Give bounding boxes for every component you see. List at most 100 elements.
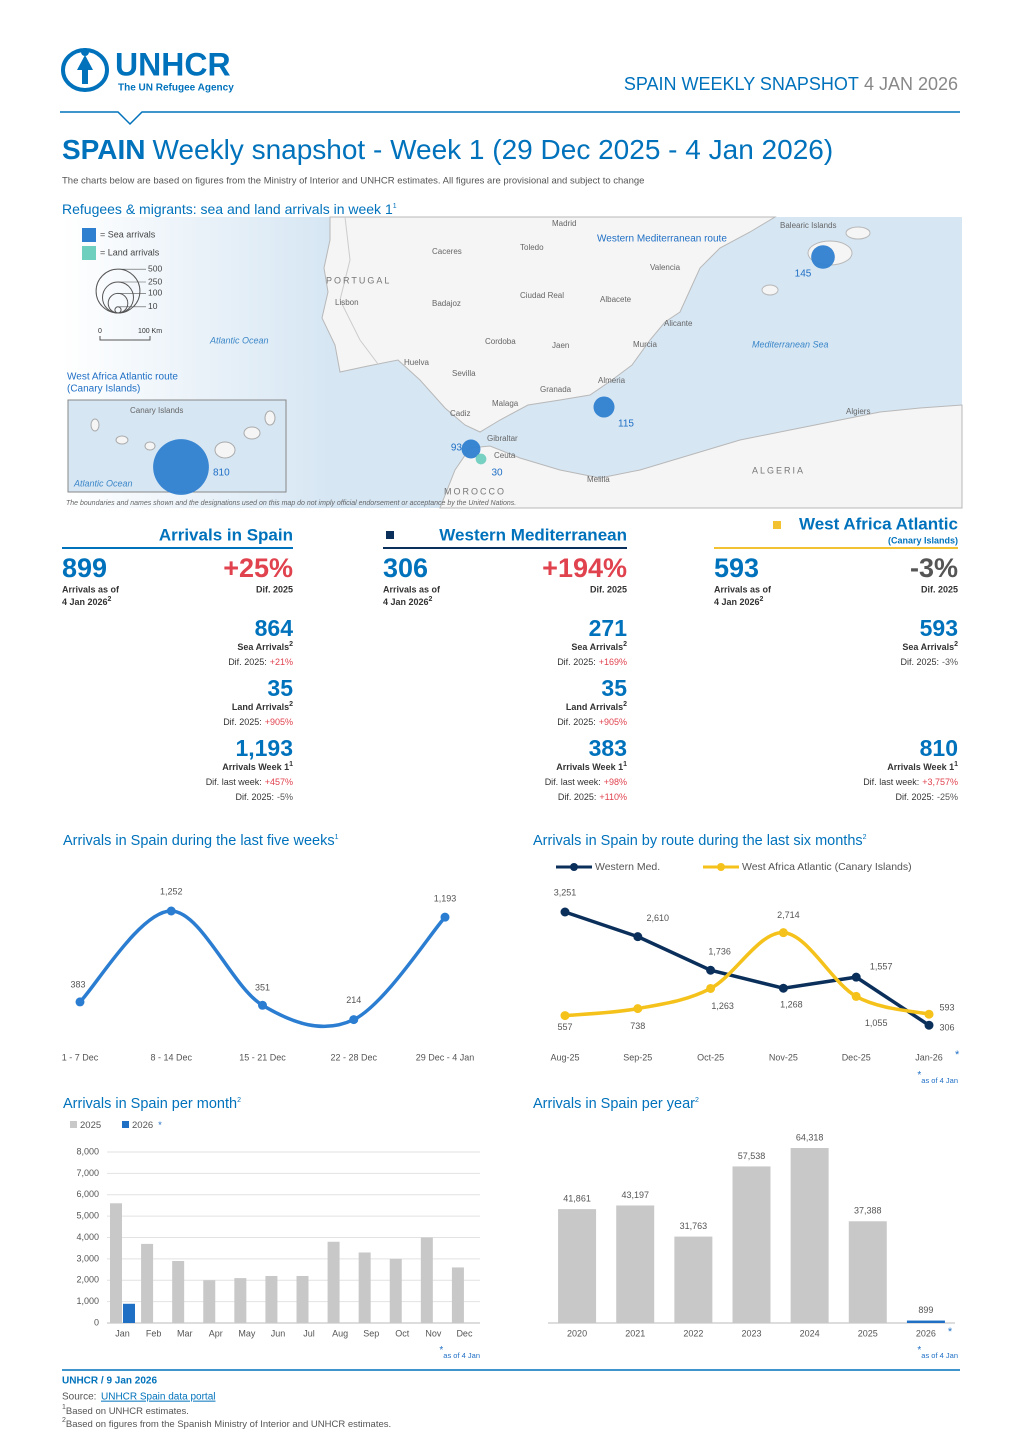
bar <box>110 1203 122 1323</box>
item-diff: Dif. 2025: +905% <box>557 717 627 727</box>
main-diff-label: Dif. 2025 <box>921 584 958 594</box>
y-tick-label: 5,000 <box>76 1211 99 1221</box>
x-tick-label: 22 - 28 Dec <box>330 1052 377 1062</box>
item-diff: Dif. last week: +98% <box>545 777 627 787</box>
place-label: Lisbon <box>335 298 359 307</box>
bar <box>732 1166 771 1323</box>
chart-title-text: Arrivals in Spain per year <box>533 1096 695 1112</box>
x-tick-label: Oct <box>395 1328 410 1338</box>
place-label: Melilla <box>587 475 610 484</box>
source-link[interactable]: UNHCR Spain data portal <box>101 1392 216 1403</box>
footnote-marker: 2 <box>623 701 627 708</box>
footnote-marker: 1 <box>954 761 958 768</box>
item-value: 1,193 <box>235 735 293 761</box>
x-tick-label: Jul <box>303 1328 315 1338</box>
arrival-bubble <box>475 453 487 465</box>
y-tick-label: 3,000 <box>76 1253 99 1263</box>
footnote-marker: 1 <box>623 761 627 768</box>
data-label: 1,263 <box>711 1001 734 1011</box>
size-legend-label: 250 <box>148 276 162 286</box>
bar <box>420 1237 433 1323</box>
item-label-text: Arrivals Week 1 <box>556 762 623 772</box>
item-diff-label: Dif. last week: <box>545 777 601 787</box>
footnote-marker: 2 <box>108 596 112 603</box>
item-label-text: Sea Arrivals <box>902 642 954 652</box>
bubble-label: 93 <box>451 443 463 454</box>
bar <box>790 1148 829 1323</box>
data-point <box>258 1000 267 1010</box>
footnote: 1Based on UNHCR estimates. <box>62 1404 189 1416</box>
arrival-bubble <box>153 439 209 495</box>
main-date-text: 4 Jan 2026 <box>62 597 108 607</box>
x-tick-label: 1 - 7 Dec <box>62 1052 99 1062</box>
place-label: Algiers <box>846 407 870 416</box>
place-label: Atlantic Ocean <box>209 335 269 345</box>
item-label-text: Land Arrivals <box>566 702 623 712</box>
data-label: 214 <box>346 995 361 1005</box>
main-value: 899 <box>62 553 107 583</box>
place-label: Atlantic Ocean <box>73 478 133 488</box>
intro: The charts below are based on figures fr… <box>62 176 644 187</box>
item-value: 383 <box>589 735 627 761</box>
data-point <box>924 1020 934 1030</box>
data-label: 306 <box>939 1023 954 1033</box>
place-label: Huelva <box>404 358 429 367</box>
item-diff: Dif. 2025: +905% <box>223 717 293 727</box>
main-label: Arrivals as of <box>383 584 441 594</box>
item-label-text: Land Arrivals <box>232 702 289 712</box>
main-label: Arrivals as of <box>714 584 772 594</box>
title-text: Weekly snapshot - Week 1 (29 Dec 2025 - … <box>153 134 834 165</box>
place-label: Balearic Islands <box>780 221 836 230</box>
item-diff-value: +98% <box>604 777 627 787</box>
bubble-label: 30 <box>491 468 503 479</box>
x-tick-label: Sep <box>363 1328 379 1338</box>
x-tick-label: Apr <box>209 1328 223 1338</box>
arrival-bubble <box>461 439 481 459</box>
legend-label: 2025 <box>80 1120 101 1131</box>
series-line <box>564 930 930 1018</box>
bar <box>906 1320 945 1323</box>
data-point <box>778 928 788 938</box>
item-value: 593 <box>920 615 958 641</box>
x-tick-label: 2026 <box>916 1328 936 1338</box>
legend-name: 2026 <box>132 1120 153 1131</box>
bar <box>616 1205 655 1323</box>
x-tick-label: 2021 <box>625 1328 645 1338</box>
data-point <box>706 983 716 993</box>
item-label: Sea Arrivals2 <box>237 641 293 652</box>
data-label: 1,252 <box>160 886 183 896</box>
item-label-text: Sea Arrivals <box>571 642 623 652</box>
place-label: Murcia <box>633 340 658 349</box>
place-label: Valencia <box>650 263 681 272</box>
logo-tagline: The UN Refugee Agency <box>118 83 234 94</box>
x-tick-label: Feb <box>146 1328 162 1338</box>
map-title: Refugees & migrants: sea and land arriva… <box>62 201 397 217</box>
y-tick-label: 8,000 <box>76 1146 99 1156</box>
item-diff: Dif. 2025: -25% <box>895 792 958 802</box>
main-value: 593 <box>714 553 759 583</box>
legend-dot <box>717 863 725 871</box>
item-value: 271 <box>589 615 628 641</box>
chart-note: *as of 4 Jan <box>439 1345 480 1360</box>
map-disclaimer: The boundaries and names shown and the d… <box>66 500 516 507</box>
legend-label: Western Med. <box>595 861 660 873</box>
footnote-marker: 1 <box>62 1404 66 1411</box>
main-date-text: 4 Jan 2026 <box>714 597 760 607</box>
data-label: 1,268 <box>780 1000 803 1010</box>
item-value: 810 <box>920 735 958 761</box>
footnote-marker: 2 <box>429 596 433 603</box>
y-tick-label: 0 <box>94 1317 99 1327</box>
place-label: Toledo <box>520 243 544 252</box>
y-tick-label: 1,000 <box>76 1296 99 1306</box>
data-point <box>560 907 570 917</box>
data-point <box>440 912 450 922</box>
item-diff-value: -3% <box>942 657 958 667</box>
bar <box>234 1278 247 1323</box>
source-link-text[interactable]: UNHCR Spain data portal <box>101 1392 216 1403</box>
main-date: 4 Jan 20262 <box>714 596 764 607</box>
x-tick-label: Aug-25 <box>550 1052 579 1062</box>
scale-bar <box>99 336 151 341</box>
x-tick-label: Sep-25 <box>623 1052 652 1062</box>
